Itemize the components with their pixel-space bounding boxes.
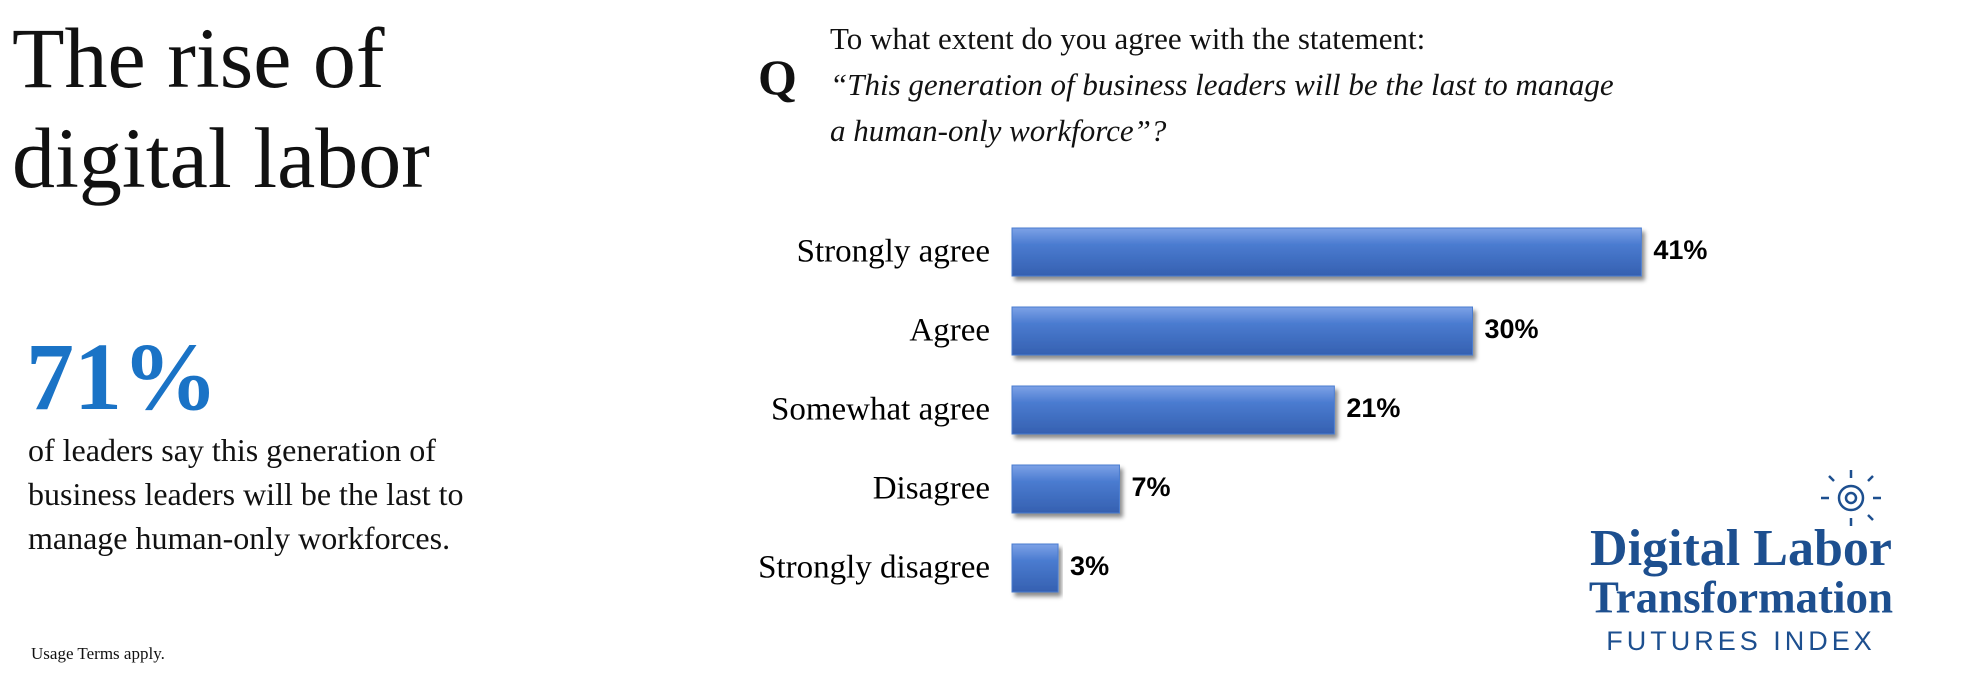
category-label: Agree xyxy=(909,313,990,349)
category-label: Disagree xyxy=(873,471,990,507)
category-label: Strongly agree xyxy=(797,234,990,270)
logo-line3: FUTURES INDEX xyxy=(1606,626,1876,656)
stat-value: 71% xyxy=(26,323,218,430)
value-label: 21% xyxy=(1346,393,1400,423)
bar xyxy=(1011,385,1335,435)
logo-line2: Transformation xyxy=(1589,572,1893,622)
bar xyxy=(1011,306,1473,356)
logo-icon xyxy=(1821,470,1881,526)
title: The rise of digital labor xyxy=(12,10,430,206)
question: To what extent do you agree with the sta… xyxy=(830,16,1630,154)
value-label: 41% xyxy=(1653,235,1707,265)
question-marker: Q xyxy=(758,49,797,105)
value-label: 3% xyxy=(1070,551,1109,581)
category-label: Somewhat agree xyxy=(771,392,990,428)
bar xyxy=(1011,543,1059,593)
question-quote: “This generation of business leaders wil… xyxy=(830,67,1614,148)
stat-text: of leaders say this generation of busine… xyxy=(28,432,464,556)
bar xyxy=(1011,227,1642,277)
logo-line1: Digital Labor xyxy=(1590,520,1892,577)
category-label: Strongly disagree xyxy=(758,550,990,586)
value-label: 7% xyxy=(1131,472,1170,502)
bar xyxy=(1011,464,1120,514)
value-label: 30% xyxy=(1485,314,1539,344)
question-text: To what extent do you agree with the sta… xyxy=(830,21,1426,56)
usage-note: Usage Terms apply. xyxy=(31,644,165,663)
